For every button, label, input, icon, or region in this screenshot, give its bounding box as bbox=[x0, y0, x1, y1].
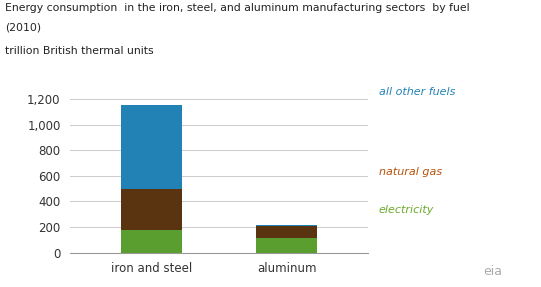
Text: natural gas: natural gas bbox=[379, 167, 442, 177]
Text: (2010): (2010) bbox=[5, 23, 42, 33]
Bar bbox=[121, 105, 182, 189]
Text: eia: eia bbox=[483, 265, 502, 278]
Bar bbox=[256, 238, 317, 253]
Bar bbox=[256, 226, 317, 238]
Bar bbox=[256, 225, 317, 226]
Text: all other fuels: all other fuels bbox=[379, 87, 455, 97]
Text: trillion British thermal units: trillion British thermal units bbox=[5, 46, 154, 56]
Bar bbox=[121, 189, 182, 230]
Text: electricity: electricity bbox=[379, 205, 434, 214]
Text: Energy consumption  in the iron, steel, and aluminum manufacturing sectors  by f: Energy consumption in the iron, steel, a… bbox=[5, 3, 470, 13]
Bar bbox=[121, 230, 182, 253]
